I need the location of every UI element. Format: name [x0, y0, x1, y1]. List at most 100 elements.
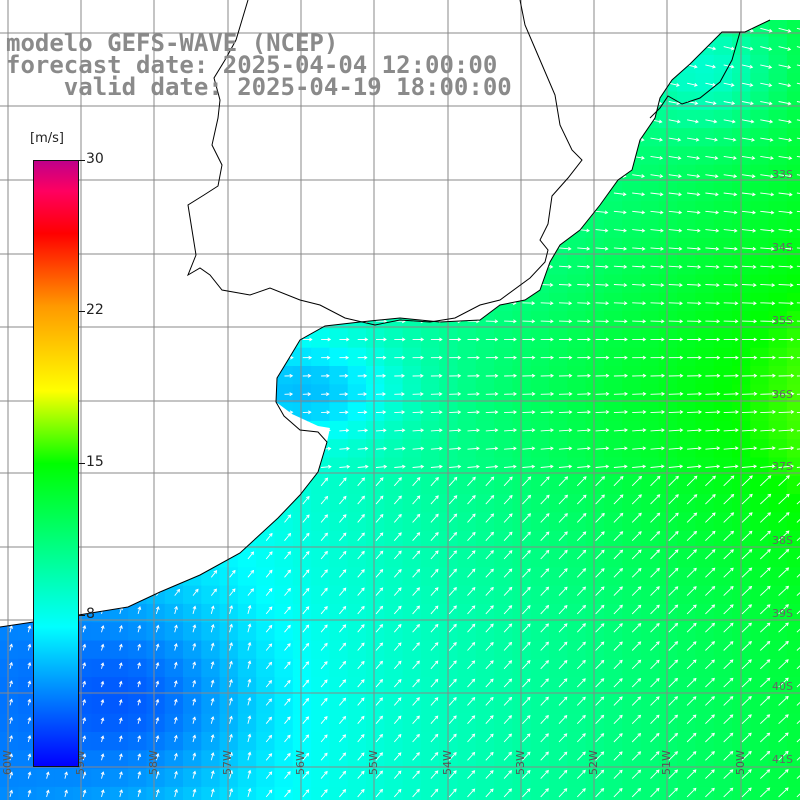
wind-arrow [595, 568, 605, 578]
wind-arrow-head [531, 264, 535, 269]
wind-arrow [760, 137, 773, 141]
wind-arrow-head [272, 446, 277, 451]
wind-cell [146, 219, 166, 239]
wind-cell [347, 128, 367, 147]
wind-cell [622, 475, 642, 495]
wind-cell [128, 567, 147, 587]
wind-arrow [247, 466, 258, 468]
wind-cell [384, 146, 404, 166]
wind-arrow-head [290, 264, 295, 269]
wind-arrow [705, 192, 719, 196]
wind-arrow [522, 229, 534, 232]
wind-arrow-head [11, 571, 15, 575]
wind-arrow [759, 586, 771, 596]
wind-arrow-head [767, 548, 771, 553]
wind-cell [219, 164, 239, 184]
wind-arrow [394, 174, 405, 177]
wind-arrow-head [474, 46, 479, 51]
wind-arrow [723, 411, 739, 414]
wind-arrow-head [14, 301, 18, 305]
wind-arrow [357, 137, 368, 141]
wind-arrow-head [13, 228, 18, 233]
wind-cell [366, 420, 385, 440]
wind-arrow [540, 465, 553, 468]
wind-arrow [631, 586, 642, 596]
wind-cell [603, 164, 623, 184]
wind-arrow [595, 192, 608, 195]
wind-arrow [650, 64, 662, 68]
wind-arrow [375, 477, 384, 487]
wind-arrow-head [457, 446, 462, 451]
wind-cell [458, 0, 477, 19]
wind-arrow [467, 476, 476, 487]
wind-cell [603, 713, 623, 733]
wind-arrow [705, 411, 720, 414]
wind-cell [256, 750, 276, 770]
wind-arrow-head [9, 606, 14, 611]
wind-arrow [394, 46, 405, 50]
wind-arrow-head [106, 428, 111, 433]
wind-cell [713, 347, 733, 367]
wind-arrow [577, 429, 591, 432]
wind-arrow-head [453, 623, 457, 628]
wind-cell [0, 0, 19, 19]
wind-arrow [595, 605, 605, 615]
wind-cell [475, 475, 495, 495]
wind-cell [128, 402, 147, 422]
wind-cell [183, 0, 202, 19]
wind-cell [677, 622, 696, 642]
wind-cell [439, 0, 458, 19]
wind-arrow [705, 549, 716, 560]
wind-arrow-head [582, 549, 587, 554]
wind-arrow [211, 192, 220, 195]
wind-arrow-head [416, 623, 420, 628]
wind-arrow-head [527, 549, 531, 554]
wind-arrow-head [401, 11, 404, 14]
wind-arrow-head [604, 210, 609, 215]
wind-cell [311, 0, 330, 19]
wind-arrow [302, 229, 313, 231]
wind-arrow [430, 495, 439, 505]
wind-cell [256, 768, 276, 788]
wind-cell [640, 420, 660, 440]
wind-cell [128, 384, 147, 404]
wind-cell [622, 603, 642, 623]
wind-arrow-head [513, 410, 517, 415]
wind-arrow [192, 174, 202, 177]
wind-cell [0, 786, 19, 800]
wind-cell [219, 713, 239, 733]
wind-arrow-head [788, 156, 793, 160]
wind-cell [91, 384, 111, 404]
wind-arrow-head [180, 373, 185, 378]
wind-arrow [229, 174, 239, 177]
wind-cell [713, 640, 733, 660]
wind-arrow [101, 552, 107, 560]
wind-arrow-head [550, 319, 554, 324]
wind-arrow-head [161, 228, 166, 233]
wind-cell [237, 439, 257, 459]
wind-arrow-head [712, 101, 717, 106]
wind-arrow [138, 119, 146, 122]
wind-cell [91, 549, 111, 568]
wind-arrow [229, 265, 239, 268]
wind-arrow-head [364, 101, 369, 105]
wind-cell [567, 695, 587, 715]
wind-arrow-head [382, 101, 387, 105]
wind-cell [420, 128, 440, 147]
wind-arrow [504, 192, 516, 195]
wind-arrow [503, 550, 513, 560]
wind-arrow [687, 429, 702, 432]
wind-cell [677, 183, 696, 202]
wind-cell [549, 695, 568, 715]
wind-arrow-head [619, 549, 624, 554]
wind-arrow [321, 210, 331, 213]
wind-arrow-head [140, 533, 144, 538]
wind-cell [549, 768, 568, 788]
wind-cell [311, 128, 330, 147]
wind-arrow-head [456, 11, 459, 14]
wind-arrow-head [679, 446, 684, 451]
wind-arrow-head [176, 515, 181, 519]
wind-arrow-head [494, 446, 499, 451]
wind-arrow-head [198, 337, 203, 342]
wind-cell [146, 0, 165, 19]
